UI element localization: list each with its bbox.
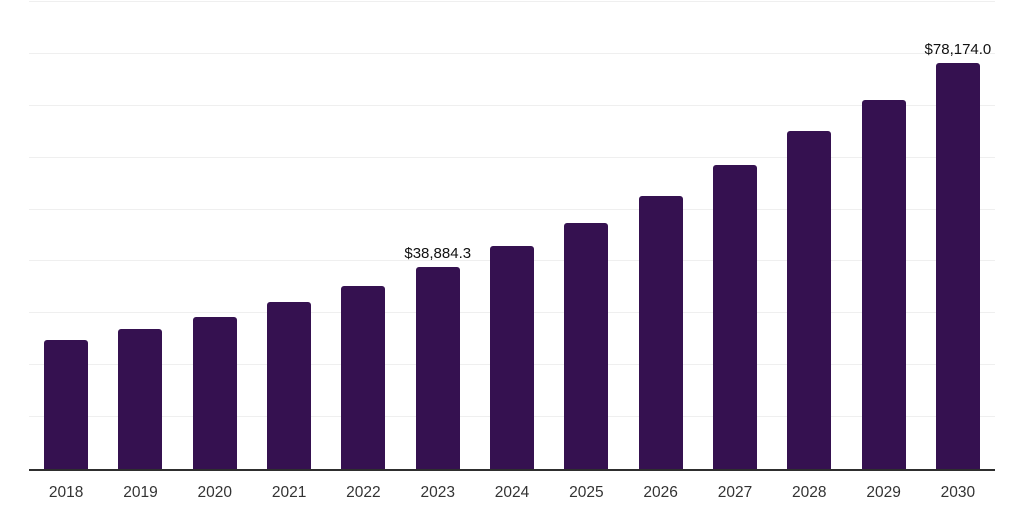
x-tick-label-2022: 2022 [346, 484, 381, 501]
x-tick-label-2019: 2019 [123, 484, 158, 501]
bar-2020 [192, 317, 237, 469]
x-axis-line [29, 469, 995, 471]
bar-band-2023: $38,884.3 [401, 2, 475, 469]
value-label-2023: $38,884.3 [404, 245, 472, 263]
x-tick-label-2021: 2021 [271, 484, 307, 501]
x-tick-label-2023: 2023 [420, 484, 455, 501]
bar-band-2020 [178, 2, 252, 469]
bar-2019 [118, 328, 163, 469]
gridline-70000 [29, 104, 995, 106]
bar-2028 [787, 130, 832, 469]
x-tick-label-2030: 2030 [940, 484, 976, 501]
bar-band-2027 [698, 2, 772, 469]
x-tick-label-2018: 2018 [48, 484, 84, 501]
gridline-80000 [29, 52, 995, 54]
bar-2030 [935, 63, 980, 469]
bar-band-2026 [624, 2, 698, 469]
plot-area: $38,884.3 $78,174.0 [29, 1, 995, 471]
gridline-50000 [29, 208, 995, 210]
value-label-2030: $78,174.0 [924, 41, 992, 59]
bar-band-2025 [549, 2, 623, 469]
x-axis-labels: 2018 2019 2020 2021 2022 2023 2024 2025 2026 2027… [29, 484, 995, 501]
x-tick-label-2027: 2027 [717, 484, 753, 501]
x-tick-label-2026: 2026 [643, 484, 678, 501]
bar-2021 [267, 301, 312, 469]
bar-2029 [861, 99, 906, 469]
bar-band-2019 [103, 2, 177, 469]
x-tick-label-2025: 2025 [569, 484, 604, 501]
bar-band-2022 [326, 2, 400, 469]
bar-band-2024 [475, 2, 549, 469]
bar-band-2028 [772, 2, 846, 469]
x-tick-label-2028: 2028 [792, 484, 827, 501]
bars: $38,884.3 $78,174.0 [29, 2, 995, 469]
bar-2027 [712, 164, 757, 469]
bar-2024 [490, 245, 535, 469]
bar-2022 [341, 286, 386, 469]
bar-2023 [415, 267, 460, 469]
bar-band-2018 [29, 2, 103, 469]
bar-band-2029 [846, 2, 920, 469]
x-tick-label-2020: 2020 [197, 484, 233, 501]
x-tick-label-2024: 2024 [494, 484, 530, 501]
bar-band-2021 [252, 2, 326, 469]
bar-2018 [44, 340, 89, 469]
bar-2026 [638, 195, 683, 469]
gridline-90000 [29, 1, 995, 2]
gridline-60000 [29, 156, 995, 158]
bar-band-2030: $78,174.0 [921, 2, 995, 469]
bar-2025 [564, 223, 609, 469]
x-tick-label-2029: 2029 [866, 484, 901, 501]
